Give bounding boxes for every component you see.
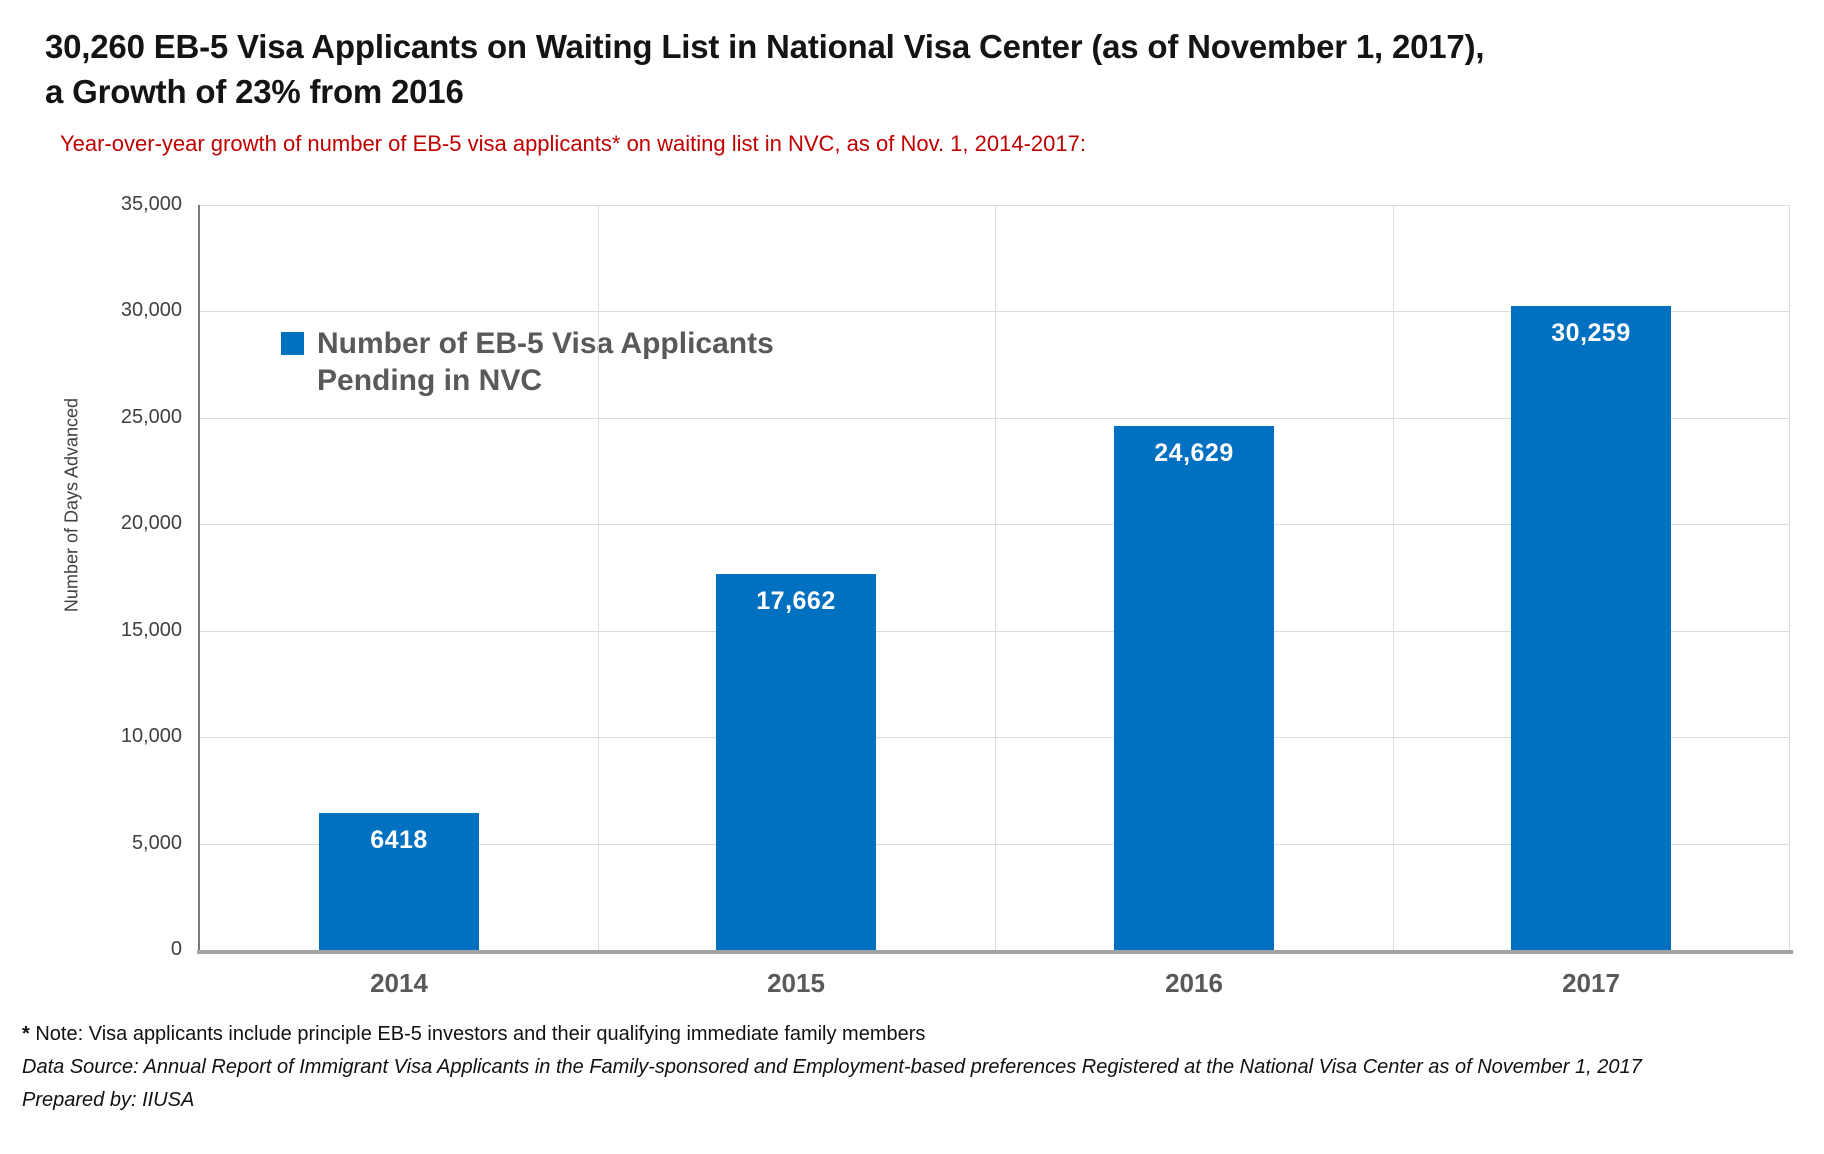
footnote-note-text: Note: Visa applicants include principle … — [29, 1023, 926, 1045]
bar-2015 — [716, 574, 876, 950]
title-line-1: 30,260 EB-5 Visa Applicants on Waiting L… — [45, 28, 1485, 65]
gridline-vertical — [1789, 205, 1790, 950]
bar-value-label-2016: 24,629 — [1154, 439, 1234, 467]
y-axis-title: Number of Days Advanced — [61, 397, 82, 613]
x-axis-label-2014: 2014 — [370, 968, 428, 998]
footnote-prepared-by: Prepared by: IIUSA — [22, 1089, 195, 1111]
title-line-2: a Growth of 23% from 2016 — [45, 73, 464, 110]
gridline-vertical — [1393, 205, 1394, 950]
legend-label: Number of EB-5 Visa Applicants Pending in… — [317, 325, 774, 399]
y-tick-label: 30,000 — [120, 299, 182, 321]
x-axis-label-2017: 2017 — [1562, 968, 1620, 998]
footnote-note: * Note: Visa applicants include principl… — [22, 1023, 925, 1046]
bar-value-label-2014: 6418 — [370, 826, 428, 854]
legend-label-line-2: Pending in NVC — [317, 364, 542, 397]
chart-subtitle: Year-over-year growth of number of EB-5 … — [60, 131, 1086, 156]
bar-2016 — [1114, 426, 1274, 950]
footnote-asterisk: * — [22, 1023, 30, 1045]
y-tick-label: 35,000 — [120, 193, 182, 215]
bar-value-label-2017: 30,259 — [1551, 319, 1631, 347]
bar-2014 — [319, 813, 479, 950]
plot-area: Number of EB-5 Visa Applicants Pending in… — [200, 205, 1790, 950]
y-tick-label: 25,000 — [120, 406, 182, 428]
y-tick-label: 20,000 — [120, 512, 182, 534]
x-axis-label-2015: 2015 — [767, 968, 825, 998]
chart-legend: Number of EB-5 Visa Applicants Pending in… — [281, 325, 774, 399]
footnote-data-source: Data Source: Annual Report of Immigrant … — [22, 1056, 1642, 1078]
gridline-vertical — [995, 205, 996, 950]
x-axis-label-2016: 2016 — [1165, 968, 1223, 998]
bar-2017 — [1511, 306, 1671, 950]
y-tick-label: 0 — [170, 938, 182, 960]
x-axis-line — [197, 950, 1793, 954]
legend-label-line-1: Number of EB-5 Visa Applicants — [317, 327, 774, 360]
gridline-vertical — [598, 205, 599, 950]
legend-swatch-icon — [281, 332, 304, 355]
y-axis-line — [198, 205, 200, 952]
bar-value-label-2015: 17,662 — [756, 587, 836, 615]
y-tick-label: 15,000 — [120, 619, 182, 641]
page-title: 30,260 EB-5 Visa Applicants on Waiting L… — [45, 24, 1485, 114]
y-tick-label: 10,000 — [120, 725, 182, 747]
y-tick-label: 5,000 — [131, 832, 182, 854]
